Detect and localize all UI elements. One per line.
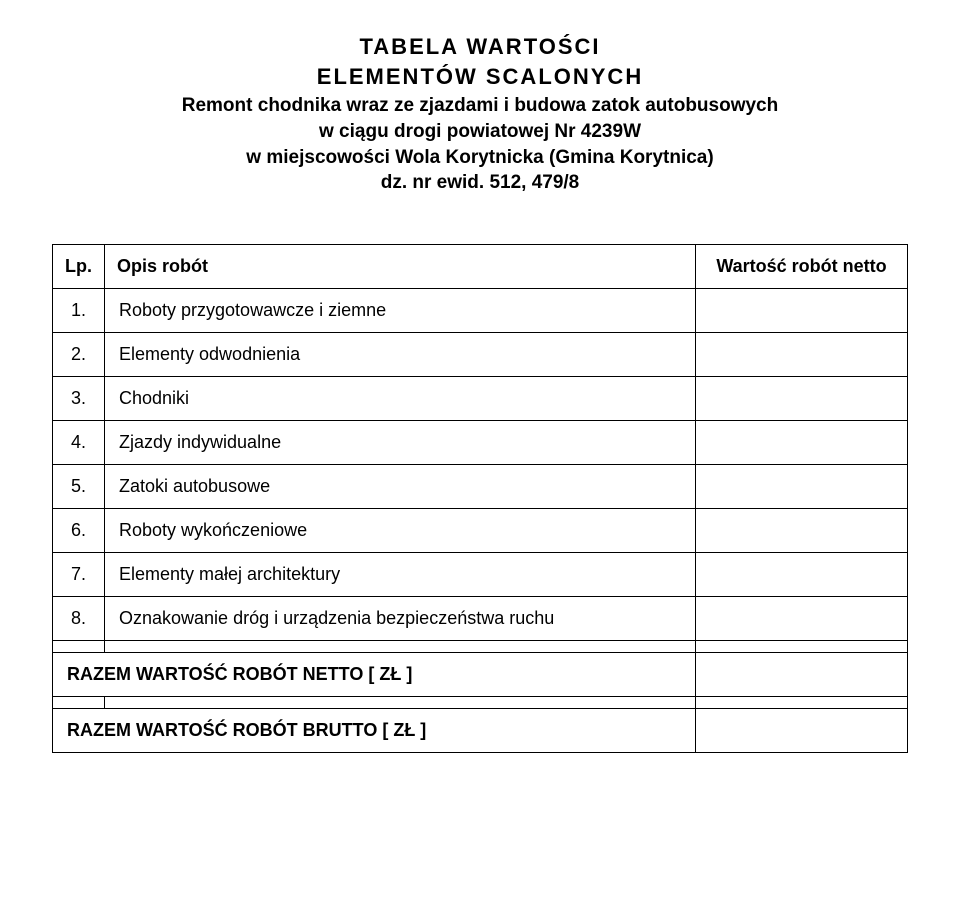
spacer	[53, 696, 908, 708]
row-opis: Zatoki autobusowe	[105, 464, 696, 508]
table-row: 5. Zatoki autobusowe	[53, 464, 908, 508]
row-opis: Zjazdy indywidualne	[105, 420, 696, 464]
row-opis: Roboty wykończeniowe	[105, 508, 696, 552]
row-num: 5.	[53, 464, 105, 508]
row-opis: Elementy odwodnienia	[105, 332, 696, 376]
summary-brutto-val	[696, 708, 908, 752]
summary-netto-val	[696, 652, 908, 696]
row-num: 8.	[53, 596, 105, 640]
table-row: 4. Zjazdy indywidualne	[53, 420, 908, 464]
table-row: 3. Chodniki	[53, 376, 908, 420]
row-num: 7.	[53, 552, 105, 596]
row-num: 3.	[53, 376, 105, 420]
col-header-opis: Opis robót	[105, 244, 696, 288]
summary-row-netto: RAZEM WARTOŚĆ ROBÓT NETTO [ ZŁ ]	[53, 652, 908, 696]
summary-row-brutto: RAZEM WARTOŚĆ ROBÓT BRUTTO [ ZŁ ]	[53, 708, 908, 752]
row-val	[696, 288, 908, 332]
table-row: 7. Elementy małej architektury	[53, 552, 908, 596]
title-line-1: TABELA WARTOŚCI	[52, 32, 908, 62]
row-val	[696, 596, 908, 640]
title-desc-2: w ciągu drogi powiatowej Nr 4239W	[52, 119, 908, 145]
row-val	[696, 508, 908, 552]
title-line-2: ELEMENTÓW SCALONYCH	[52, 62, 908, 92]
table-row: 8. Oznakowanie dróg i urządzenia bezpiec…	[53, 596, 908, 640]
row-val	[696, 464, 908, 508]
row-num: 6.	[53, 508, 105, 552]
row-opis: Oznakowanie dróg i urządzenia bezpieczeń…	[105, 596, 696, 640]
col-header-lp: Lp.	[53, 244, 105, 288]
table-row: 1. Roboty przygotowawcze i ziemne	[53, 288, 908, 332]
row-num: 4.	[53, 420, 105, 464]
title-desc-1: Remont chodnika wraz ze zjazdami i budow…	[52, 93, 908, 119]
spacer	[53, 640, 908, 652]
row-val	[696, 332, 908, 376]
row-val	[696, 376, 908, 420]
title-desc-4: dz. nr ewid. 512, 479/8	[52, 170, 908, 196]
row-val	[696, 552, 908, 596]
table-header-row: Lp. Opis robót Wartość robót netto	[53, 244, 908, 288]
row-num: 1.	[53, 288, 105, 332]
table-row: 6. Roboty wykończeniowe	[53, 508, 908, 552]
row-opis: Roboty przygotowawcze i ziemne	[105, 288, 696, 332]
row-opis: Chodniki	[105, 376, 696, 420]
title-desc-3: w miejscowości Wola Korytnicka (Gmina Ko…	[52, 145, 908, 171]
summary-brutto-label: RAZEM WARTOŚĆ ROBÓT BRUTTO [ ZŁ ]	[53, 708, 696, 752]
col-header-wartosc: Wartość robót netto	[696, 244, 908, 288]
row-opis: Elementy małej architektury	[105, 552, 696, 596]
title-block: TABELA WARTOŚCI ELEMENTÓW SCALONYCH Remo…	[52, 32, 908, 196]
value-table: Lp. Opis robót Wartość robót netto 1. Ro…	[52, 244, 908, 753]
row-val	[696, 420, 908, 464]
table-row: 2. Elementy odwodnienia	[53, 332, 908, 376]
summary-netto-label: RAZEM WARTOŚĆ ROBÓT NETTO [ ZŁ ]	[53, 652, 696, 696]
row-num: 2.	[53, 332, 105, 376]
